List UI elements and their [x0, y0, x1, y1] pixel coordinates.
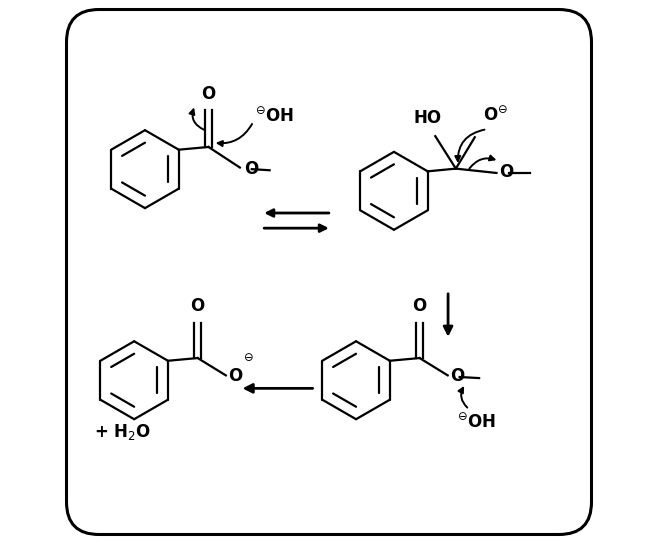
Text: $^{\ominus}$OH: $^{\ominus}$OH [457, 413, 496, 432]
Text: $^{\ominus}$OH: $^{\ominus}$OH [255, 108, 293, 127]
Text: O: O [244, 160, 259, 178]
Text: O: O [413, 298, 426, 316]
Text: $^{\ominus}$: $^{\ominus}$ [243, 353, 254, 371]
Text: O: O [228, 367, 243, 386]
Text: + H$_2$O: + H$_2$O [93, 422, 151, 442]
Text: O: O [451, 367, 465, 386]
Text: O: O [191, 298, 205, 316]
Text: O: O [499, 163, 513, 181]
Text: O: O [201, 85, 216, 103]
FancyBboxPatch shape [66, 9, 592, 535]
Text: HO: HO [413, 109, 442, 127]
Text: O$^{\ominus}$: O$^{\ominus}$ [483, 106, 508, 125]
